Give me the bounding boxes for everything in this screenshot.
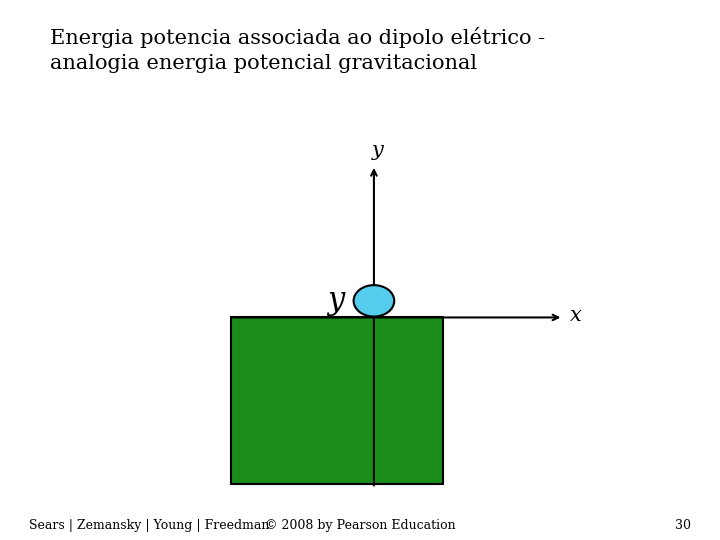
Text: y: y [372, 140, 384, 159]
Text: © 2008 by Pearson Education: © 2008 by Pearson Education [265, 519, 455, 532]
Text: Sears | Zemansky | Young | Freedman: Sears | Zemansky | Young | Freedman [29, 519, 269, 532]
Ellipse shape [354, 285, 395, 316]
Bar [230, 318, 444, 484]
Text: Energia potencia associada ao dipolo elétrico -
analogia energia potencial gravi: Energia potencia associada ao dipolo elé… [50, 27, 546, 73]
Text: x: x [570, 306, 582, 325]
Text: 30: 30 [675, 519, 691, 532]
Text: y: y [327, 285, 344, 316]
